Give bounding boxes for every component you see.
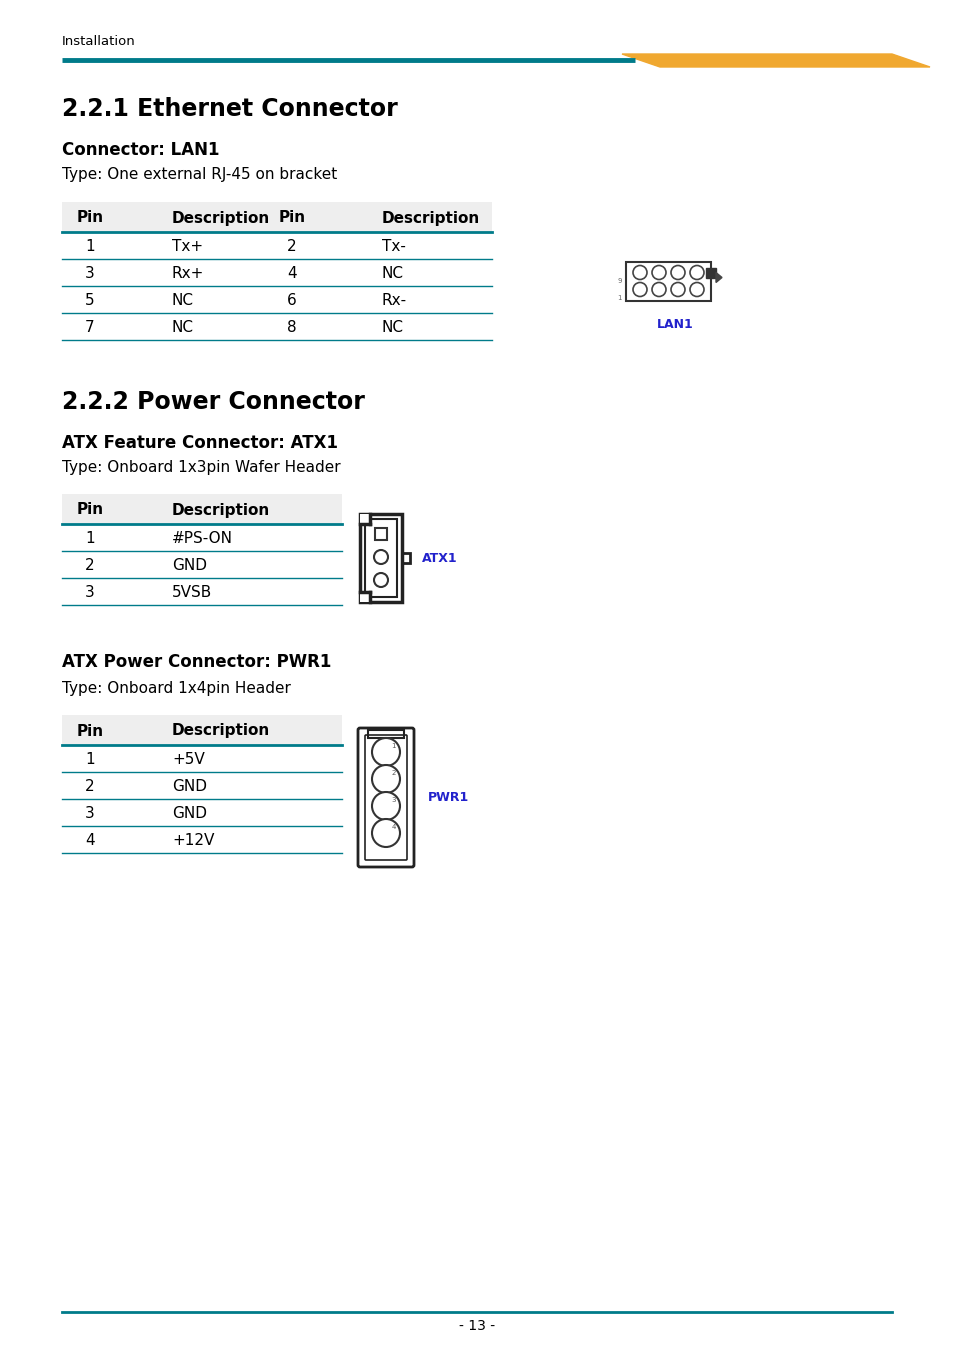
Text: GND: GND — [172, 807, 207, 821]
Text: NC: NC — [172, 320, 193, 335]
Bar — [375, 528, 387, 540]
Text: GND: GND — [172, 780, 207, 794]
Text: Installation: Installation — [62, 35, 135, 49]
Text: +12V: +12V — [172, 834, 214, 848]
Text: Pin: Pin — [76, 724, 104, 739]
Bar — [625, 262, 710, 300]
Text: 3: 3 — [85, 266, 94, 281]
Text: 2: 2 — [85, 780, 94, 794]
Text: Rx+: Rx+ — [172, 266, 204, 281]
Text: +5V: +5V — [172, 753, 205, 767]
Bar — [705, 267, 716, 277]
Text: 4: 4 — [287, 266, 296, 281]
Circle shape — [670, 282, 684, 296]
Text: 2: 2 — [85, 558, 94, 573]
Text: Description: Description — [172, 503, 270, 517]
Bar — [62, 494, 341, 524]
Circle shape — [372, 738, 399, 766]
Text: Rx-: Rx- — [381, 293, 407, 308]
Circle shape — [651, 282, 665, 296]
Text: 4: 4 — [392, 824, 395, 830]
Text: 1: 1 — [617, 295, 621, 301]
Bar — [401, 553, 410, 563]
Text: 1: 1 — [391, 743, 395, 748]
Text: 4: 4 — [85, 834, 94, 848]
Text: 5: 5 — [85, 293, 94, 308]
Bar — [62, 715, 341, 744]
Text: Type: Onboard 1x4pin Header: Type: Onboard 1x4pin Header — [62, 681, 291, 696]
Text: Description: Description — [172, 724, 270, 739]
Polygon shape — [716, 273, 721, 282]
Circle shape — [372, 819, 399, 847]
Text: 6: 6 — [287, 293, 296, 308]
Text: NC: NC — [381, 320, 403, 335]
Text: NC: NC — [172, 293, 193, 308]
Circle shape — [633, 282, 646, 296]
Text: 1: 1 — [85, 753, 94, 767]
Circle shape — [670, 266, 684, 280]
Text: Description: Description — [172, 211, 270, 226]
Text: Pin: Pin — [76, 211, 104, 226]
Text: 3: 3 — [85, 807, 94, 821]
Text: 1: 1 — [85, 531, 94, 546]
Text: 7: 7 — [85, 320, 94, 335]
Text: 5VSB: 5VSB — [172, 585, 212, 600]
Bar — [62, 203, 492, 232]
Text: Description: Description — [381, 211, 479, 226]
Text: #PS-ON: #PS-ON — [172, 531, 233, 546]
Text: 2: 2 — [392, 770, 395, 775]
Bar — [365, 519, 396, 597]
Circle shape — [651, 266, 665, 280]
Polygon shape — [621, 54, 929, 68]
Text: 8: 8 — [287, 320, 296, 335]
Circle shape — [372, 765, 399, 793]
Text: - 13 -: - 13 - — [458, 1319, 495, 1333]
Text: Pin: Pin — [278, 211, 305, 226]
Text: LAN1: LAN1 — [657, 319, 693, 331]
Text: Type: One external RJ-45 on bracket: Type: One external RJ-45 on bracket — [62, 168, 337, 182]
Text: Tx+: Tx+ — [172, 239, 203, 254]
Bar — [368, 730, 403, 738]
Text: 2.2.1 Ethernet Connector: 2.2.1 Ethernet Connector — [62, 97, 397, 122]
Text: 1: 1 — [85, 239, 94, 254]
Text: ATX Power Connector: PWR1: ATX Power Connector: PWR1 — [62, 653, 331, 671]
Bar — [359, 513, 370, 524]
Text: NC: NC — [381, 266, 403, 281]
Text: 3: 3 — [391, 797, 395, 802]
Text: GND: GND — [172, 558, 207, 573]
Text: 2: 2 — [287, 239, 296, 254]
Text: 9: 9 — [617, 278, 621, 284]
Text: Tx-: Tx- — [381, 239, 405, 254]
Circle shape — [372, 792, 399, 820]
Text: PWR1: PWR1 — [428, 790, 469, 804]
Text: ATX Feature Connector: ATX1: ATX Feature Connector: ATX1 — [62, 434, 337, 453]
Text: 3: 3 — [85, 585, 94, 600]
Circle shape — [689, 282, 703, 296]
Text: 2.2.2 Power Connector: 2.2.2 Power Connector — [62, 390, 364, 413]
Text: Connector: LAN1: Connector: LAN1 — [62, 141, 219, 159]
Text: Type: Onboard 1x3pin Wafer Header: Type: Onboard 1x3pin Wafer Header — [62, 459, 340, 476]
Circle shape — [689, 266, 703, 280]
Bar — [359, 592, 370, 603]
Circle shape — [633, 266, 646, 280]
Text: Pin: Pin — [76, 503, 104, 517]
Bar — [359, 513, 401, 603]
Text: ATX1: ATX1 — [421, 551, 457, 565]
